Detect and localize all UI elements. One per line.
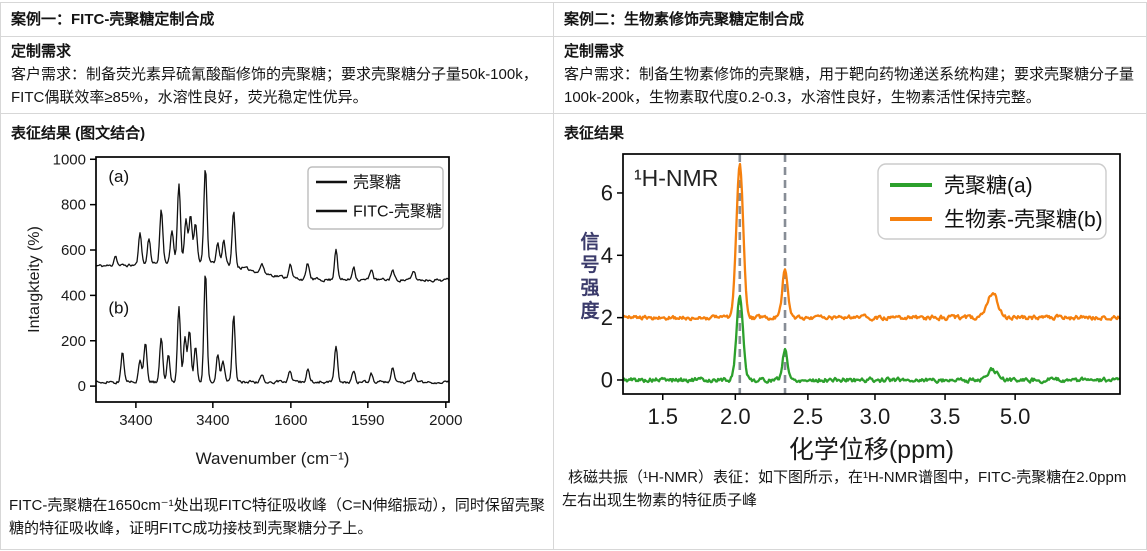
case1-title: 案例一：FITC-壳聚糖定制合成	[1, 3, 553, 37]
svg-text:度: 度	[580, 299, 600, 322]
svg-text:Intaıgkteity (%): Intaıgkteity (%)	[26, 226, 43, 333]
svg-text:2: 2	[601, 305, 613, 330]
case1-result-cell: 表征结果 (图文结合) 0 200 400 600 800 1000 3400 3400 160…	[1, 114, 553, 549]
nmr-spectrum-chart: 0 2 4 6 1.5 2.0 2.5 3.0 3.5 5.0 化学位移(ppm) 信号强度 ¹H-NM…	[576, 142, 1142, 464]
svg-text:2000: 2000	[429, 412, 462, 429]
svg-text:4: 4	[601, 243, 613, 268]
case2-requirement-cell: 定制需求 客户需求：制备生物素修饰的壳聚糖，用于靶向药物递送系统构建；要求壳聚糖…	[554, 37, 1146, 114]
svg-text:1000: 1000	[53, 151, 86, 168]
svg-text:(b): (b)	[108, 299, 129, 318]
case2-requirement-body: 客户需求：制备生物素修饰的壳聚糖，用于靶向药物递送系统构建；要求壳聚糖分子量10…	[564, 66, 1135, 106]
case2-result-header: 表征结果	[564, 125, 625, 142]
svg-text:0: 0	[601, 367, 613, 392]
case1-requirement-header: 定制需求	[11, 43, 72, 60]
svg-text:3400: 3400	[119, 412, 152, 429]
svg-text:5.0: 5.0	[1000, 404, 1031, 429]
svg-text:800: 800	[61, 197, 86, 214]
svg-text:化学位移(ppm): 化学位移(ppm)	[789, 436, 954, 464]
svg-text:强: 强	[580, 277, 599, 299]
svg-text:400: 400	[61, 287, 86, 304]
ir-spectrum-chart: 0 200 400 600 800 1000 3400 3400 1600 1590 2000 Wav…	[11, 142, 481, 476]
svg-text:600: 600	[61, 242, 86, 259]
svg-text:1.5: 1.5	[647, 404, 678, 429]
svg-text:(a): (a)	[108, 167, 129, 186]
svg-text:6: 6	[601, 180, 613, 205]
svg-text:壳聚糖(a): 壳聚糖(a)	[944, 174, 1033, 197]
svg-text:0: 0	[78, 378, 86, 395]
svg-text:壳聚糖: 壳聚糖	[353, 174, 401, 192]
case2-result-cell: 表征结果 0 2 4 6 1.5 2.0 2.5 3.0 3.5 5.0 化学位移(ppm) 信号强度…	[554, 114, 1146, 549]
case2-requirement-header: 定制需求	[564, 43, 625, 60]
svg-text:¹H-NMR: ¹H-NMR	[634, 165, 718, 191]
case2-panel: 案例二：生物素修饰壳聚糖定制合成 定制需求 客户需求：制备生物素修饰的壳聚糖，用…	[554, 3, 1146, 549]
svg-text:200: 200	[61, 333, 86, 350]
case1-panel: 案例一：FITC-壳聚糖定制合成 定制需求 客户需求：制备荧光素异硫氰酸酯修饰的…	[1, 3, 554, 549]
svg-text:Wavenumber (cm⁻¹): Wavenumber (cm⁻¹)	[196, 449, 350, 468]
case1-requirement-body: 客户需求：制备荧光素异硫氰酸酯修饰的壳聚糖；要求壳聚糖分子量50k-100k，F…	[11, 66, 538, 106]
svg-text:2.0: 2.0	[720, 404, 751, 429]
svg-text:信: 信	[580, 230, 599, 253]
svg-text:1590: 1590	[351, 412, 384, 429]
svg-text:FITC-壳聚糖: FITC-壳聚糖	[353, 203, 442, 221]
case1-result-note: FITC-壳聚糖在1650cm⁻¹处出现FITC特征吸收峰（C=N伸缩振动），同…	[9, 497, 545, 537]
svg-text:号: 号	[580, 254, 599, 276]
svg-text:生物素-壳聚糖(b): 生物素-壳聚糖(b)	[944, 208, 1103, 231]
svg-text:2.5: 2.5	[793, 404, 824, 429]
case2-result-note: 核磁共振（¹H-NMR）表征：如下图所示，在¹H-NMR谱图中，FITC-壳聚糖…	[562, 469, 1127, 509]
case2-title: 案例二：生物素修饰壳聚糖定制合成	[554, 3, 1146, 37]
case1-requirement-cell: 定制需求 客户需求：制备荧光素异硫氰酸酯修饰的壳聚糖；要求壳聚糖分子量50k-1…	[1, 37, 553, 114]
svg-text:3.0: 3.0	[860, 404, 891, 429]
svg-text:3400: 3400	[196, 412, 229, 429]
case1-result-header: 表征结果 (图文结合)	[11, 125, 146, 142]
svg-text:1600: 1600	[274, 412, 307, 429]
svg-text:3.5: 3.5	[930, 404, 961, 429]
